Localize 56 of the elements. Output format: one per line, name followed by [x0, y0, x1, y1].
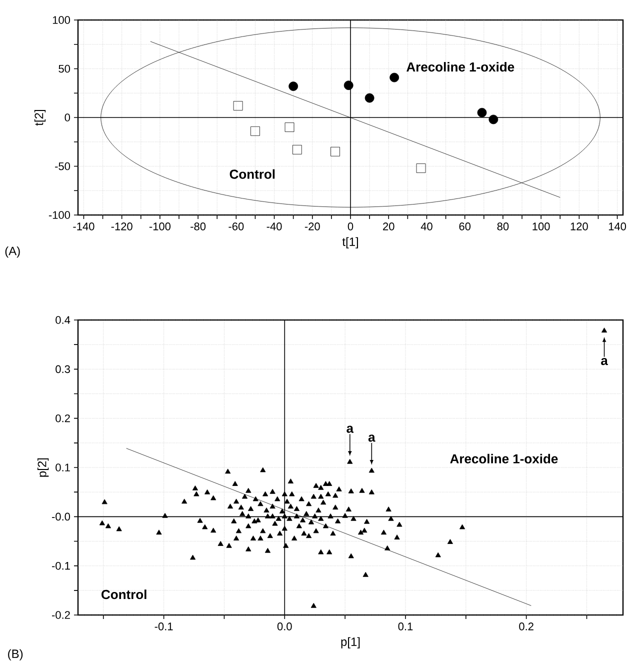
x-axis-title: t[1] [342, 237, 358, 248]
point [284, 122, 294, 132]
x-tick-label: 140 [608, 222, 626, 230]
y-tick-label: 50 [58, 64, 70, 73]
x-tick-label: 0.1 [398, 622, 413, 630]
x-tick-label: -0.1 [154, 622, 173, 630]
x-tick-label: -20 [304, 222, 320, 230]
x-tick-label: 40 [420, 222, 432, 230]
x-tick-label: -40 [266, 222, 282, 230]
x-tick-label: -120 [111, 222, 132, 230]
x-axis-title: p[1] [341, 637, 360, 648]
annotation: a [346, 426, 354, 433]
annotation: a [368, 434, 376, 442]
x-tick-label: -100 [149, 222, 171, 230]
point [233, 101, 243, 110]
y-tick-label: -0.2 [52, 611, 70, 619]
y-tick-label: -0.0 [52, 512, 70, 521]
x-tick-label: 120 [570, 222, 588, 230]
annotation: Arecoline 1-oxide [450, 454, 558, 464]
point [288, 82, 298, 91]
y-tick-label: -100 [48, 211, 70, 219]
y-tick-label: 0.4 [56, 316, 70, 324]
y-tick-label: 0.3 [56, 365, 70, 374]
point [330, 146, 340, 156]
x-tick-label: -80 [190, 222, 206, 230]
point [477, 108, 487, 118]
point [364, 93, 374, 103]
annotation: a [601, 358, 608, 366]
x-tick-label: 0.0 [277, 622, 292, 630]
text: (A) [5, 246, 20, 258]
y-tick-label: 100 [52, 16, 70, 24]
y-axis-title: p[2] [37, 458, 49, 477]
annotation: Control [102, 590, 146, 600]
x-tick-label: 80 [497, 222, 509, 230]
text: (B) [8, 649, 23, 660]
point [416, 163, 426, 173]
point [488, 114, 498, 124]
y-tick-label: 0.2 [56, 414, 70, 422]
y-tick-label: -50 [55, 162, 70, 170]
annotation: Arecoline 1-oxide [406, 62, 514, 72]
point [250, 126, 260, 136]
y-axis-title: t[2] [34, 110, 46, 126]
x-tick-label: -140 [73, 222, 94, 230]
point [390, 72, 400, 82]
point [292, 144, 302, 154]
y-tick-label: 0.1 [56, 464, 70, 472]
y-tick-label: -0.1 [52, 562, 70, 570]
x-tick-label: 0 [348, 222, 354, 230]
point [344, 80, 354, 90]
x-tick-label: 60 [459, 222, 471, 230]
x-tick-label: 20 [383, 222, 394, 230]
x-tick-label: 0.2 [519, 622, 534, 630]
y-tick-label: 0 [64, 114, 70, 122]
x-tick-label: 100 [532, 222, 550, 230]
annotation: Control [230, 169, 275, 179]
x-tick-label: -60 [228, 222, 244, 230]
